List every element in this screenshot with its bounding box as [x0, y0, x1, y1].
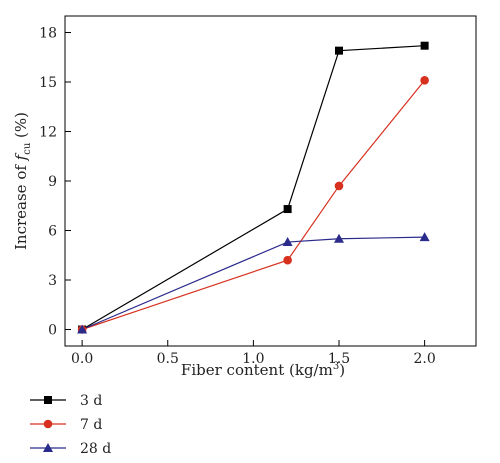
x-axis-title: Fiber content (kg/m3)	[181, 361, 345, 379]
data-point	[419, 232, 430, 242]
legend-label: 7 d	[80, 417, 102, 433]
y-axis-title: Increase of fcu (%)	[12, 112, 33, 250]
y-tick-label: 18	[39, 26, 57, 42]
data-point	[77, 324, 88, 334]
x-tick-label: 0.5	[157, 351, 179, 367]
y-axis-title-sub: cu	[22, 142, 33, 155]
series-group	[77, 41, 430, 334]
y-tick-label: 3	[48, 273, 57, 289]
x-axis-title-sup: 3	[333, 361, 339, 372]
data-point	[282, 237, 293, 247]
y-axis-ticks: 0 3 6 9 12 15 18	[39, 26, 71, 339]
y-tick-label: 6	[48, 224, 57, 240]
x-axis-ticks: 0.0 0.5 1.0 1.5 2.0	[71, 340, 436, 367]
series-line-1	[81, 79, 426, 331]
data-point	[283, 205, 292, 214]
y-axis-title-suffix: (%)	[12, 112, 30, 143]
data-point	[335, 46, 343, 55]
y-axis-title-prefix: Increase of	[12, 160, 30, 250]
y-tick-label: 15	[39, 75, 57, 91]
x-tick-label: 1.5	[328, 351, 350, 367]
legend-marker	[44, 396, 52, 404]
legend-label: 3 d	[80, 393, 102, 409]
x-axis-title-tail: )	[339, 361, 345, 379]
legend-marker	[43, 443, 53, 452]
x-tick-label: 2.0	[413, 351, 435, 367]
data-point	[283, 255, 292, 265]
x-tick-label: 1.0	[242, 351, 264, 367]
series-line-2	[81, 236, 425, 331]
legend: 3 d 7 d 28 d	[30, 393, 111, 457]
data-point	[420, 41, 429, 50]
data-point	[334, 181, 344, 191]
legend-label: 28 d	[80, 441, 111, 457]
plot-frame	[64, 15, 477, 347]
x-tick-label: 0.0	[71, 351, 93, 367]
legend-marker	[43, 419, 53, 429]
y-tick-label: 0	[48, 323, 57, 339]
x-axis-title-main: Fiber content (kg/m	[181, 361, 333, 379]
y-tick-label: 9	[48, 174, 57, 190]
data-point	[420, 76, 429, 85]
y-tick-label: 12	[39, 125, 57, 141]
data-point	[334, 233, 344, 243]
series-line-0	[81, 45, 425, 331]
y-axis-title-f: f	[12, 152, 30, 161]
